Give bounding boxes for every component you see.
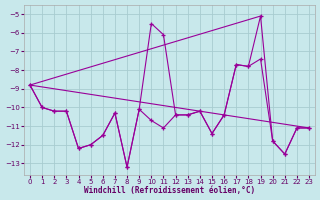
X-axis label: Windchill (Refroidissement éolien,°C): Windchill (Refroidissement éolien,°C) <box>84 186 255 195</box>
